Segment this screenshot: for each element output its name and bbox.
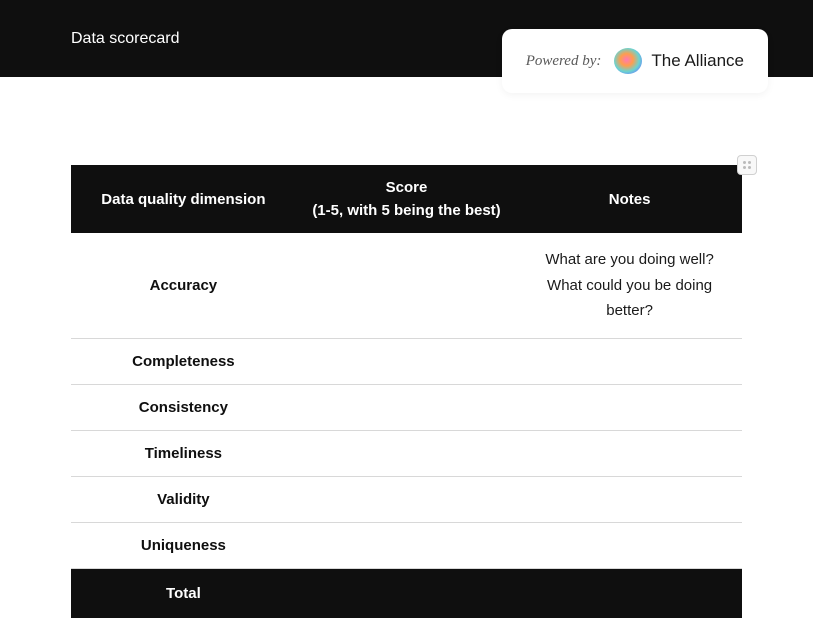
score-cell[interactable] xyxy=(296,522,517,568)
dimension-cell: Timeliness xyxy=(71,430,296,476)
col-header-notes: Notes xyxy=(517,165,742,233)
score-cell[interactable] xyxy=(296,476,517,522)
notes-cell[interactable] xyxy=(517,384,742,430)
col-header-score: Score (1-5, with 5 being the best) xyxy=(296,165,517,233)
total-label-cell: Total xyxy=(71,568,296,618)
score-header-line1: Score xyxy=(306,179,507,196)
score-header-line2: (1-5, with 5 being the best) xyxy=(306,202,507,219)
drag-handle-icon[interactable] xyxy=(737,155,757,175)
powered-by-label: Powered by: xyxy=(526,53,602,70)
notes-cell[interactable] xyxy=(517,430,742,476)
dimension-cell: Uniqueness xyxy=(71,522,296,568)
brand-container: The Alliance xyxy=(613,47,744,75)
scorecard-table-wrapper: Data quality dimension Score (1-5, with … xyxy=(71,165,742,618)
notes-cell[interactable]: What are you doing well? What could you … xyxy=(517,233,742,338)
table-row: Validity xyxy=(71,476,742,522)
col-header-dimension: Data quality dimension xyxy=(71,165,296,233)
notes-cell[interactable] xyxy=(517,522,742,568)
notes-cell[interactable] xyxy=(517,338,742,384)
total-notes-cell xyxy=(517,568,742,618)
dimension-cell: Consistency xyxy=(71,384,296,430)
dimension-cell: Accuracy xyxy=(71,233,296,338)
scorecard-table: Data quality dimension Score (1-5, with … xyxy=(71,165,742,618)
score-cell[interactable] xyxy=(296,233,517,338)
page-title: Data scorecard xyxy=(71,30,180,48)
table-row: Consistency xyxy=(71,384,742,430)
total-score-cell xyxy=(296,568,517,618)
table-row: Timeliness xyxy=(71,430,742,476)
powered-by-badge: Powered by: The Alliance xyxy=(502,29,768,93)
dimension-cell: Validity xyxy=(71,476,296,522)
table-row: Accuracy What are you doing well? What c… xyxy=(71,233,742,338)
score-cell[interactable] xyxy=(296,338,517,384)
notes-cell[interactable] xyxy=(517,476,742,522)
score-cell[interactable] xyxy=(296,384,517,430)
table-row: Completeness xyxy=(71,338,742,384)
dimension-cell: Completeness xyxy=(71,338,296,384)
total-row: Total xyxy=(71,568,742,618)
table-row: Uniqueness xyxy=(71,522,742,568)
table-header-row: Data quality dimension Score (1-5, with … xyxy=(71,165,742,233)
score-cell[interactable] xyxy=(296,430,517,476)
brand-name: The Alliance xyxy=(651,51,744,71)
alliance-logo-icon xyxy=(613,47,643,75)
